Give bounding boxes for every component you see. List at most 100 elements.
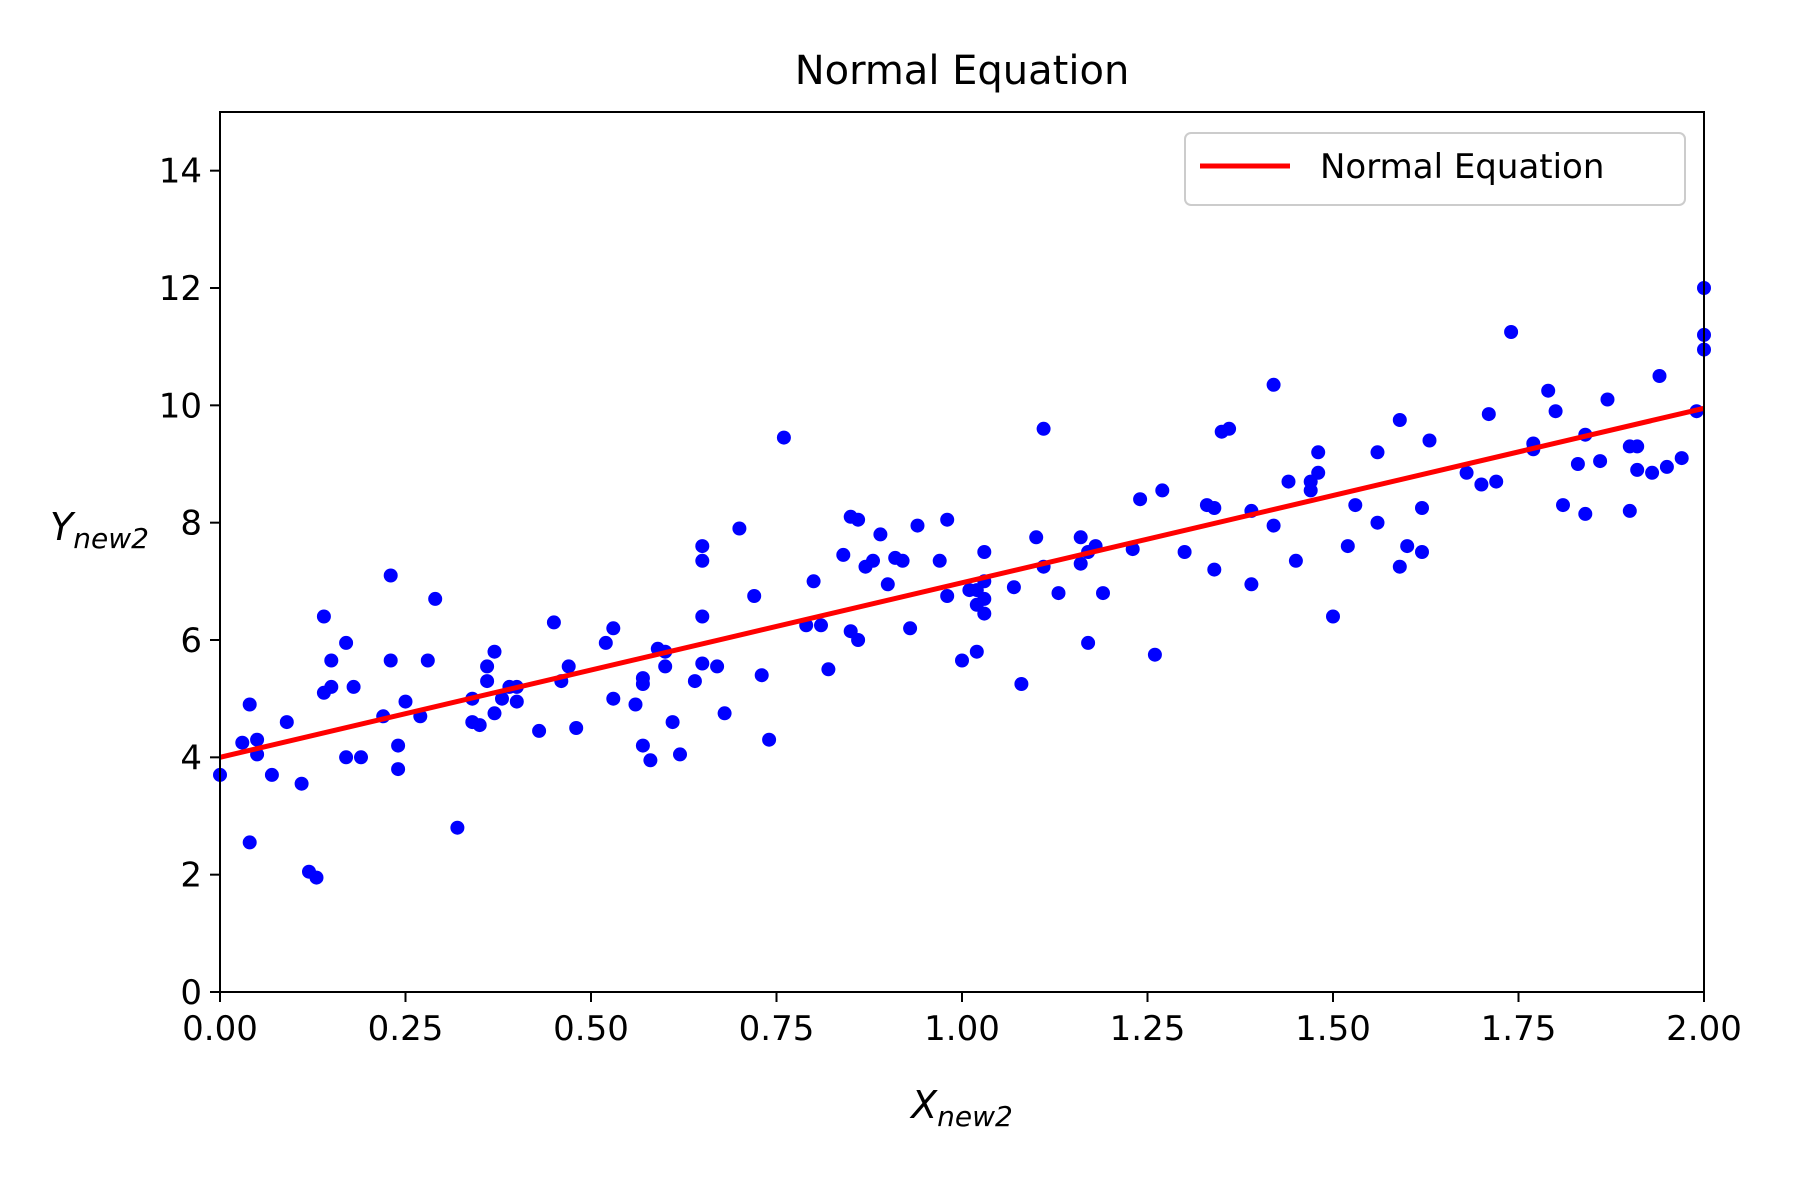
scatter-point <box>1311 445 1326 460</box>
y-axis-ticks: 0 2 4 6 8 10 12 14 <box>159 152 220 1013</box>
scatter-point <box>635 671 650 686</box>
scatter-point <box>836 547 851 562</box>
scatter-point <box>1593 454 1608 469</box>
scatter-point <box>866 553 880 568</box>
x-axis-ticks: 0.00 0.25 0.50 0.75 1.00 1.25 1.50 1.75 2.00 <box>182 992 1742 1049</box>
y-tick-label: 10 <box>159 386 202 426</box>
plot-frame <box>219 111 1705 993</box>
scatter-point <box>1014 677 1029 691</box>
scatter-point <box>1207 562 1222 577</box>
scatter-point <box>495 691 509 706</box>
x-tick-label: 2.00 <box>1666 1009 1742 1049</box>
scatter-point <box>1051 586 1066 601</box>
scatter-point <box>1630 439 1645 454</box>
scatter-point <box>1244 577 1259 592</box>
scatter-point <box>940 512 955 527</box>
scatter-point <box>762 732 777 747</box>
scatter-point <box>880 577 895 592</box>
scatter-point <box>695 553 710 568</box>
scatter-point <box>1177 545 1192 559</box>
scatter-point <box>383 568 398 583</box>
scatter-point <box>851 633 866 647</box>
scatter-point <box>1340 539 1355 554</box>
scatter-point <box>1147 647 1162 662</box>
scatter-point <box>695 609 710 624</box>
scatter-point <box>895 553 910 568</box>
scatter-point <box>1370 515 1385 530</box>
scatter-point <box>428 591 443 606</box>
legend-label: Normal Equation <box>1320 147 1604 187</box>
normal-equation-line <box>219 405 1705 760</box>
scatter-point <box>977 606 992 621</box>
x-tick-label: 0.75 <box>739 1009 815 1049</box>
x-tick-label: 0.25 <box>368 1009 444 1049</box>
scatter-point <box>940 589 955 603</box>
scatter-point <box>235 735 250 750</box>
scatter-point <box>1006 580 1021 595</box>
scatter-point <box>643 753 658 768</box>
scatter-point <box>1266 518 1281 533</box>
scatter-point <box>1081 635 1096 650</box>
scatter-point <box>294 776 309 791</box>
scatter-point <box>1645 465 1660 480</box>
x-tick-label: 1.00 <box>924 1009 1000 1049</box>
scatter-point <box>1578 506 1593 521</box>
scatter-point <box>264 767 279 782</box>
scatter-point <box>1556 498 1570 513</box>
scatter-point <box>732 521 747 536</box>
scatter-point <box>1392 413 1407 427</box>
scatter-point <box>1155 483 1170 498</box>
y-axis-label-subscript: new2 <box>73 522 149 555</box>
scatter-point <box>1096 586 1110 601</box>
scatter-point <box>873 527 888 542</box>
scatter-point <box>1392 559 1407 574</box>
scatter-point <box>754 668 769 683</box>
scatter-point <box>1133 492 1148 507</box>
scatter-point <box>1548 404 1563 419</box>
scatter-point <box>1222 421 1237 436</box>
scatter-point <box>480 659 495 674</box>
scatter-point <box>1481 407 1496 422</box>
scatter-point <box>1029 530 1044 545</box>
scatter-point <box>1288 553 1303 568</box>
scatter-point <box>1073 530 1088 545</box>
y-axis-label: Ynew2 <box>50 505 149 555</box>
x-tick-label: 0.50 <box>553 1009 629 1049</box>
scatter-point <box>687 674 702 689</box>
scatter-point <box>1207 501 1222 515</box>
scatter-point <box>910 518 925 533</box>
scatter-point <box>339 750 354 765</box>
scatter-point <box>673 747 687 762</box>
scatter-point <box>1459 465 1474 480</box>
scatter-point <box>279 715 294 730</box>
x-axis-label: Xnew2 <box>909 1083 1013 1133</box>
scatter-point <box>814 618 828 633</box>
scatter-point <box>420 653 435 668</box>
x-tick-label: 0.00 <box>182 1009 258 1049</box>
scatter-point <box>1652 369 1667 383</box>
scatter-point <box>747 589 762 603</box>
scatter-point <box>1400 539 1415 554</box>
scatter-point <box>250 732 265 747</box>
scatter-point <box>606 691 621 706</box>
scatter-point <box>1415 501 1429 515</box>
scatter-point <box>1036 421 1051 436</box>
x-tick-label: 1.50 <box>1295 1009 1371 1049</box>
scatter-point <box>391 762 406 777</box>
scatter-point <box>1415 545 1429 559</box>
chart-title: Normal Equation <box>795 48 1130 94</box>
scatter-point <box>509 694 524 709</box>
scatter-point <box>635 738 650 753</box>
scatter-point <box>383 653 398 668</box>
scatter-point <box>598 635 613 650</box>
scatter-point <box>1630 462 1645 477</box>
scatter-point <box>487 644 502 659</box>
scatter-point <box>480 674 495 689</box>
scatter-point <box>1600 392 1615 407</box>
y-tick-label: 4 <box>180 738 202 778</box>
scatter-point <box>1326 609 1340 624</box>
scatter-point <box>1422 433 1437 448</box>
scatter-point <box>695 539 710 554</box>
scatter-point <box>546 615 561 630</box>
scatter-point <box>969 644 984 659</box>
